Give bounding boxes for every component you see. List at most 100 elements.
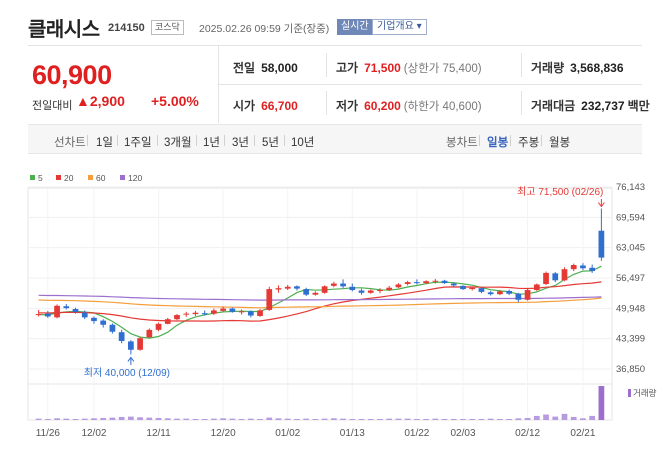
period-5y[interactable]: 5년	[262, 137, 279, 149]
legend-label: 60	[96, 173, 106, 183]
separator	[479, 135, 480, 146]
quote-datetime: 2025.02.26 09:59 기준(장중)	[199, 23, 330, 35]
period-1y[interactable]: 1년	[203, 137, 220, 149]
chart-legend: 5 20 60 120	[30, 173, 142, 183]
candle-body	[330, 283, 337, 286]
period-1d[interactable]: 1일	[96, 137, 113, 149]
ma-line	[38, 281, 602, 322]
candle-daily[interactable]: 일봉	[487, 137, 509, 149]
candle-body	[487, 292, 494, 295]
candle-body	[450, 283, 457, 286]
volume-bar	[220, 418, 226, 420]
volume-bar	[174, 418, 180, 420]
current-price: 60,900	[32, 60, 112, 90]
volume-bar	[91, 418, 97, 420]
volume-bar	[395, 418, 402, 420]
stat-sub: (하한가 40,600)	[403, 101, 482, 113]
candle-body	[146, 329, 153, 338]
stat-label: 저가	[336, 99, 359, 113]
candle-body	[570, 265, 577, 270]
volume-bar	[35, 418, 42, 420]
realtime-button[interactable]: 실시간	[337, 19, 373, 35]
period-3m[interactable]: 3개월	[164, 137, 192, 149]
candle-body	[423, 281, 429, 284]
volume-bar	[340, 418, 346, 420]
candle-body	[164, 319, 171, 324]
volume-bar	[377, 418, 383, 420]
candle-body	[561, 269, 568, 281]
volume-bar	[54, 418, 60, 420]
volume-bar	[118, 416, 125, 420]
candle-body	[414, 282, 420, 284]
candle-body	[543, 272, 549, 285]
stat-label: 거래량	[531, 61, 565, 75]
stat-value: 3,568,836	[570, 61, 624, 75]
volume-bar	[561, 413, 568, 420]
candle-monthly[interactable]: 월봉	[549, 137, 571, 149]
stat-amount: 거래대금 232,737 백만	[531, 97, 650, 114]
period-3y[interactable]: 3년	[232, 137, 249, 149]
candle-body	[497, 291, 503, 295]
volume-bar	[257, 418, 263, 420]
y-tick-label: 49,948	[616, 303, 645, 314]
candle-body	[303, 289, 310, 295]
candle-body	[312, 292, 319, 295]
candle-body	[192, 312, 199, 315]
volume-bar	[552, 416, 559, 420]
candle-body	[441, 280, 448, 284]
stat-prev: 전일 58,000	[233, 59, 298, 76]
candle-body	[211, 310, 217, 314]
candle-body	[294, 286, 300, 289]
separator	[224, 135, 225, 146]
candle-body	[598, 230, 605, 258]
candles	[35, 208, 605, 355]
candle-body	[201, 313, 208, 315]
stat-label: 거래대금	[531, 99, 576, 113]
divider	[28, 45, 642, 46]
volume-bar	[533, 415, 540, 420]
stock-code: 214150	[108, 22, 145, 34]
candle-body	[174, 315, 180, 320]
candle-body	[478, 288, 485, 292]
company-info-dropdown[interactable]: 기업개요 ▾	[372, 19, 427, 35]
x-tick-label: 02/12	[515, 428, 540, 439]
candle-weekly[interactable]: 주봉	[518, 137, 540, 149]
volume-bar	[497, 418, 503, 420]
legend-swatch	[120, 175, 125, 180]
volume-bar	[570, 416, 577, 420]
divider	[326, 53, 327, 77]
candle-body	[118, 332, 125, 341]
candle-body	[229, 308, 236, 312]
low-annotation: 최저 40,000 (12/09)	[84, 367, 170, 379]
stat-value: 60,200	[364, 99, 401, 113]
legend-swatch	[56, 175, 61, 180]
candle-body	[275, 288, 282, 290]
volume-bar	[432, 418, 439, 420]
period-1w[interactable]: 1주일	[124, 137, 152, 149]
candle-body	[266, 289, 273, 310]
y-tick-label: 56,497	[616, 273, 645, 284]
change-label: 전일대비	[32, 100, 73, 112]
grid	[28, 186, 612, 420]
candle-body	[91, 317, 97, 322]
volume-bar	[478, 418, 485, 420]
candle-body	[469, 287, 476, 290]
volume-legend-label: 거래량	[633, 388, 657, 398]
candle-body	[321, 286, 328, 293]
candle-body	[100, 320, 107, 325]
separator	[87, 135, 88, 146]
candle-body	[533, 284, 540, 291]
period-10y[interactable]: 10년	[291, 137, 315, 149]
volume-bar	[414, 418, 420, 420]
candle-body	[386, 287, 393, 291]
divider	[521, 91, 522, 115]
candle-body	[257, 310, 263, 316]
candle-body	[81, 312, 88, 318]
candle-body	[367, 290, 374, 293]
volume-bar	[524, 417, 531, 420]
candle-body	[109, 324, 116, 332]
stat-label: 전일	[233, 61, 256, 75]
separator	[541, 135, 542, 146]
candle-body	[183, 313, 190, 315]
